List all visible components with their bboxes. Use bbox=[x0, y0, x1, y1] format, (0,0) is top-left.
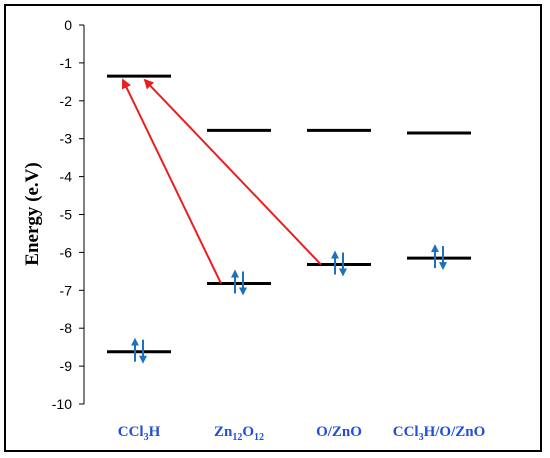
spin-pair-3 bbox=[431, 244, 447, 271]
transition-arrow-0 bbox=[121, 78, 222, 284]
y-tick-label: -6 bbox=[60, 244, 73, 260]
y-tick-label: -5 bbox=[60, 207, 73, 223]
category-label-1: Zn12O12 bbox=[214, 424, 264, 443]
spin-pair-1 bbox=[231, 269, 247, 296]
y-tick-label: -9 bbox=[60, 358, 73, 374]
y-tick-label: 0 bbox=[64, 17, 72, 33]
category-label-3: CCl3H/O/ZnO bbox=[393, 424, 486, 443]
chart-frame bbox=[4, 4, 542, 452]
y-tick-label: -1 bbox=[60, 55, 73, 71]
y-axis-label: Energy (e.V) bbox=[22, 162, 43, 265]
energy-levels bbox=[107, 74, 471, 354]
spin-pair-0 bbox=[131, 337, 147, 364]
category-labels: CCl3H Zn12O12 O/ZnO CCl3H/O/ZnO bbox=[118, 424, 486, 443]
y-tick-label: -2 bbox=[60, 93, 73, 109]
y-tick-label: -4 bbox=[60, 169, 73, 185]
y-tick-label: -8 bbox=[60, 320, 73, 336]
y-tick-label: -7 bbox=[60, 282, 73, 298]
category-label-0: CCl3H bbox=[118, 424, 161, 443]
y-ticks: 0 -1 -2 -3 -4 -5 -6 -7 -8 -9 -10 bbox=[52, 17, 84, 412]
spin-pairs bbox=[131, 244, 447, 364]
y-tick-label: -3 bbox=[60, 131, 73, 147]
transition-arrow-1 bbox=[143, 78, 322, 266]
spin-pair-2 bbox=[331, 250, 347, 277]
y-tick-label: -10 bbox=[52, 396, 72, 412]
category-label-2: O/ZnO bbox=[316, 424, 362, 440]
transition-arrows bbox=[121, 78, 322, 284]
